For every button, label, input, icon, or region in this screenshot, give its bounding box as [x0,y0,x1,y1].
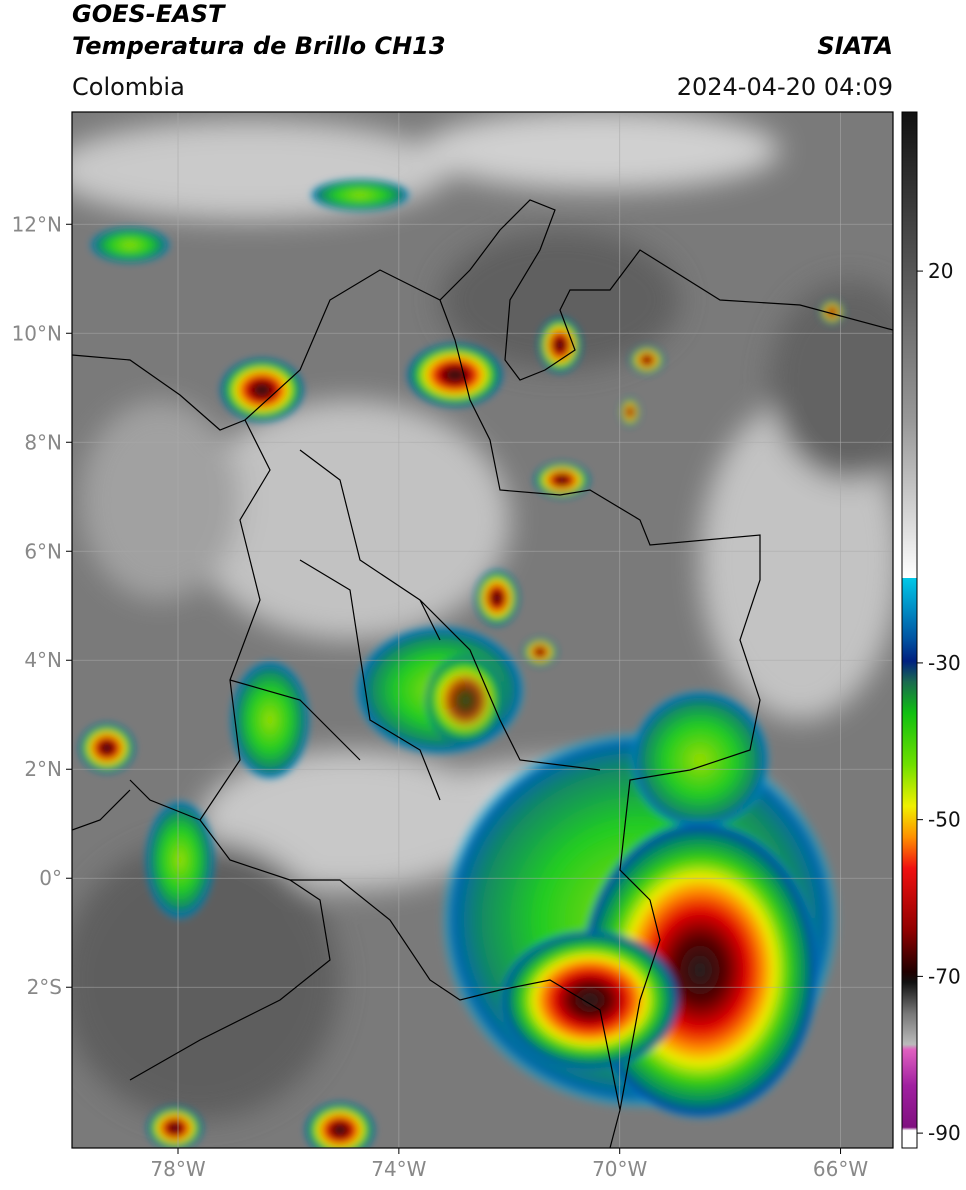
source: SIATA [817,32,893,60]
colorbar-tick-label: -90 [928,1121,961,1145]
y-tick-label: 8°N [24,430,62,454]
subtitle: Temperatura de Brillo CH13 [72,32,446,60]
satellite-image [72,112,893,1148]
colorbar-tick-label: -50 [928,808,961,832]
y-tick-label: 2°S [27,975,62,999]
region: Colombia [72,73,185,101]
y-tick-label: 12°N [12,212,62,236]
y-tick-label: 0° [39,866,62,890]
y-tick-label: 6°N [24,539,62,563]
x-tick-label: 70°W [592,1157,647,1181]
y-tick-label: 2°N [24,757,62,781]
colorbar [901,111,918,1149]
x-tick-label: 78°W [150,1157,205,1181]
datetime: 2024-04-20 04:09 [677,73,893,101]
x-tick-label: 66°W [813,1157,868,1181]
colorbar-tick-label: 20 [928,259,953,283]
x-tick-label: 74°W [371,1157,426,1181]
map-frame [71,111,894,1149]
y-tick-label: 4°N [24,648,62,672]
y-tick-label: 10°N [12,321,62,345]
colorbar-tick-label: -30 [928,651,961,675]
title: GOES-EAST [72,0,226,28]
colorbar-tick-label: -70 [928,964,961,988]
